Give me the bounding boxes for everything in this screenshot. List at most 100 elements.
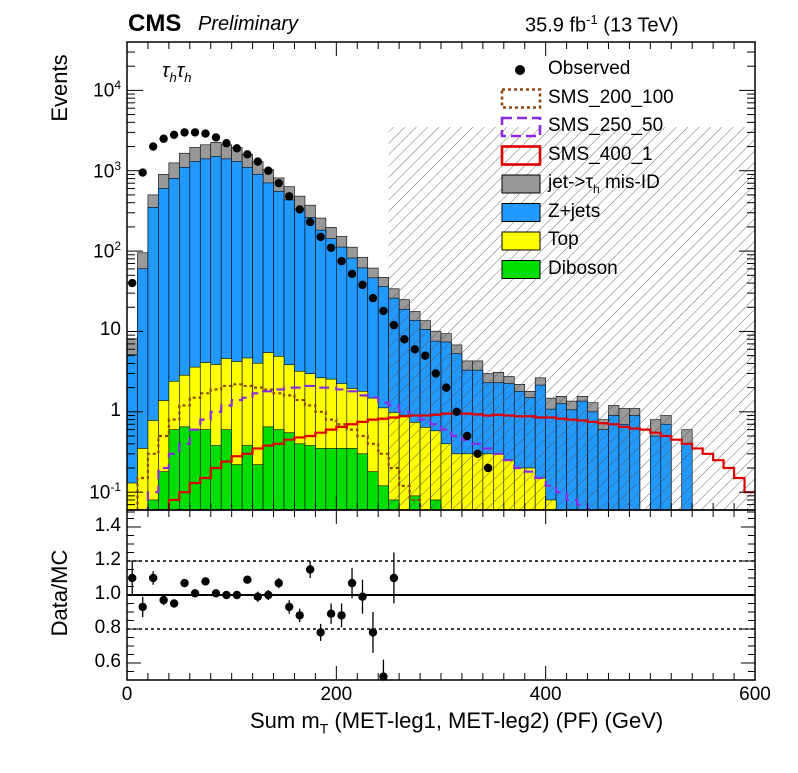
stack-bar <box>189 429 201 510</box>
legend-swatch <box>501 174 541 194</box>
ratio-point <box>243 575 252 584</box>
stack-bar <box>283 432 295 510</box>
legend-swatch <box>501 203 541 222</box>
ratio-point <box>190 589 200 598</box>
legend-label-sub: h <box>593 181 600 196</box>
top-y-tick-label: 1 <box>61 400 121 422</box>
ratio-point <box>232 590 242 600</box>
tick-base: 10 <box>93 80 115 102</box>
ratio-point <box>274 578 283 588</box>
legend-label: SMS_250_50 <box>548 115 664 136</box>
ratio-point <box>295 611 304 620</box>
legend-label: SMS_200_100 <box>548 86 674 108</box>
top-y-tick-label: 104 <box>61 78 121 102</box>
ratio-y-tick-label: 1.0 <box>94 583 121 604</box>
legend-label: jet->τh mis-ID <box>548 172 660 196</box>
legend-swatch <box>501 260 541 279</box>
observed-point <box>180 128 189 137</box>
stack-bar <box>231 464 243 510</box>
stack-bar <box>179 426 191 510</box>
stack-bar <box>241 445 253 510</box>
ratio-y-tick-label: 0.6 <box>94 651 121 672</box>
ratio-point <box>285 602 294 612</box>
legend-swatch-sms-200-100 <box>500 88 542 109</box>
ratio-point <box>159 595 168 605</box>
x-tick-label: 0 <box>121 684 133 705</box>
tick-exponent: 2 <box>114 239 121 254</box>
ratio-point <box>148 573 158 583</box>
ratio-y-tick-label: 1.2 <box>94 549 121 570</box>
observed-point <box>326 243 336 252</box>
status-label: Preliminary <box>198 13 299 35</box>
observed-point <box>358 280 367 290</box>
stack-bar <box>252 464 264 510</box>
observed-point <box>222 139 231 148</box>
legend-label: Z+jets <box>548 200 601 222</box>
observed-point <box>232 144 242 153</box>
ratio-point <box>169 599 179 608</box>
observed-point <box>316 232 325 242</box>
uncertainty-hatch <box>388 127 755 510</box>
stack-bar <box>367 471 379 510</box>
legend <box>500 65 542 279</box>
top-panel-plot-area <box>127 127 755 510</box>
observed-point <box>190 128 200 137</box>
channel-sub-2: h <box>184 70 192 85</box>
legend-swatch-sms-400-1 <box>500 145 542 166</box>
observed-point <box>400 335 409 344</box>
experiment-label: CMS <box>128 10 182 37</box>
observed-point <box>264 166 273 175</box>
observed-point <box>159 134 168 143</box>
ratio-point <box>211 589 221 598</box>
channel-label: τhτh <box>162 60 191 85</box>
stack-bar <box>304 445 316 510</box>
ratio-point <box>201 577 210 586</box>
stack-bar <box>315 448 327 510</box>
top-y-tick-label: 10-1 <box>61 480 121 504</box>
observed-point <box>473 449 482 459</box>
channel-tau-2: τ <box>176 60 185 82</box>
stack-bar <box>220 429 232 510</box>
observed-point <box>410 345 420 354</box>
signal-sms-400-1 <box>167 412 755 510</box>
tick-exponent: 3 <box>114 158 121 173</box>
ratio-point <box>305 565 315 574</box>
observed-point <box>243 150 252 159</box>
stack-bar <box>147 499 159 510</box>
stack-bar <box>377 485 389 510</box>
stack-bar <box>336 448 348 510</box>
energy-value: (13 TeV) <box>597 14 679 37</box>
tick-base: 10 <box>99 319 121 341</box>
ratio-point <box>326 609 336 618</box>
lumi-value: 35.9 fb <box>525 14 587 37</box>
signal-sms-200-100 <box>136 383 422 510</box>
luminosity-label: 35.9 fb-1 (13 TeV) <box>525 12 679 38</box>
lumi-exponent: -1 <box>586 12 598 27</box>
stack-bar <box>325 448 337 510</box>
tick-base: 10 <box>89 482 111 504</box>
legend-label: SMS_400_1 <box>548 143 653 165</box>
observed-point <box>253 157 263 166</box>
ratio-point <box>389 573 399 583</box>
legend-swatch <box>501 231 541 251</box>
tick-base: 1 <box>110 399 121 421</box>
ratio-y-tick-label: 1.4 <box>94 515 121 536</box>
ratio-point <box>253 592 263 601</box>
ratio-point <box>337 611 346 620</box>
observed-point <box>379 306 388 316</box>
observed-point <box>295 205 304 214</box>
stack-bar <box>294 443 306 510</box>
observed-point <box>201 129 210 138</box>
legend-marker-observed <box>515 65 525 75</box>
tick-exponent: 4 <box>114 78 121 93</box>
channel-tau-1: τ <box>162 60 170 82</box>
observed-point <box>452 407 461 417</box>
ratio-point <box>222 590 231 600</box>
stack-bar <box>346 448 358 510</box>
observed-point <box>274 178 283 188</box>
stack-bar <box>158 471 170 510</box>
x-axis-label-post: (MET-leg1, MET-leg2) (PF) (GeV) <box>328 708 664 733</box>
observed-point <box>211 133 221 142</box>
observed-point <box>483 463 493 473</box>
x-tick-label: 400 <box>529 684 562 705</box>
